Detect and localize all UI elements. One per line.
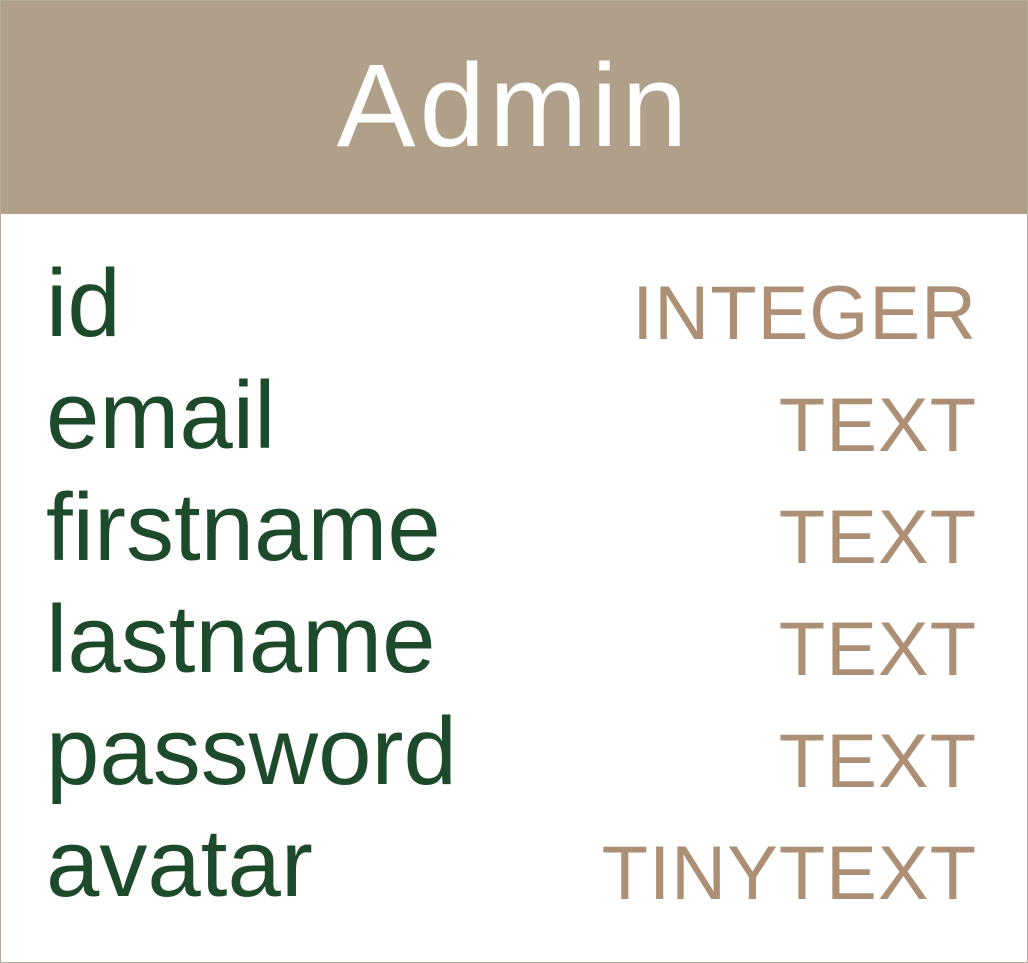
entity-title: Admin (336, 40, 692, 172)
field-type: TEXT (778, 495, 977, 580)
field-row: avatar TINYTEXT (1, 808, 1027, 920)
field-name: avatar (46, 810, 313, 917)
entity-header: Admin (1, 1, 1027, 214)
field-row: firstname TEXT (1, 472, 1027, 584)
field-type: TEXT (778, 607, 977, 692)
field-list: id INTEGER email TEXT firstname TEXT las… (1, 248, 1027, 920)
field-type: TINYTEXT (601, 831, 977, 916)
field-row: lastname TEXT (1, 584, 1027, 696)
field-type: TEXT (778, 719, 977, 804)
field-name: id (46, 250, 121, 357)
field-type: TEXT (778, 383, 977, 468)
field-row: email TEXT (1, 360, 1027, 472)
field-row: password TEXT (1, 696, 1027, 808)
field-name: email (46, 362, 276, 469)
field-type: INTEGER (632, 271, 977, 356)
field-name: lastname (46, 586, 436, 693)
field-name: firstname (46, 474, 441, 581)
field-row: id INTEGER (1, 248, 1027, 360)
field-name: password (46, 698, 457, 805)
